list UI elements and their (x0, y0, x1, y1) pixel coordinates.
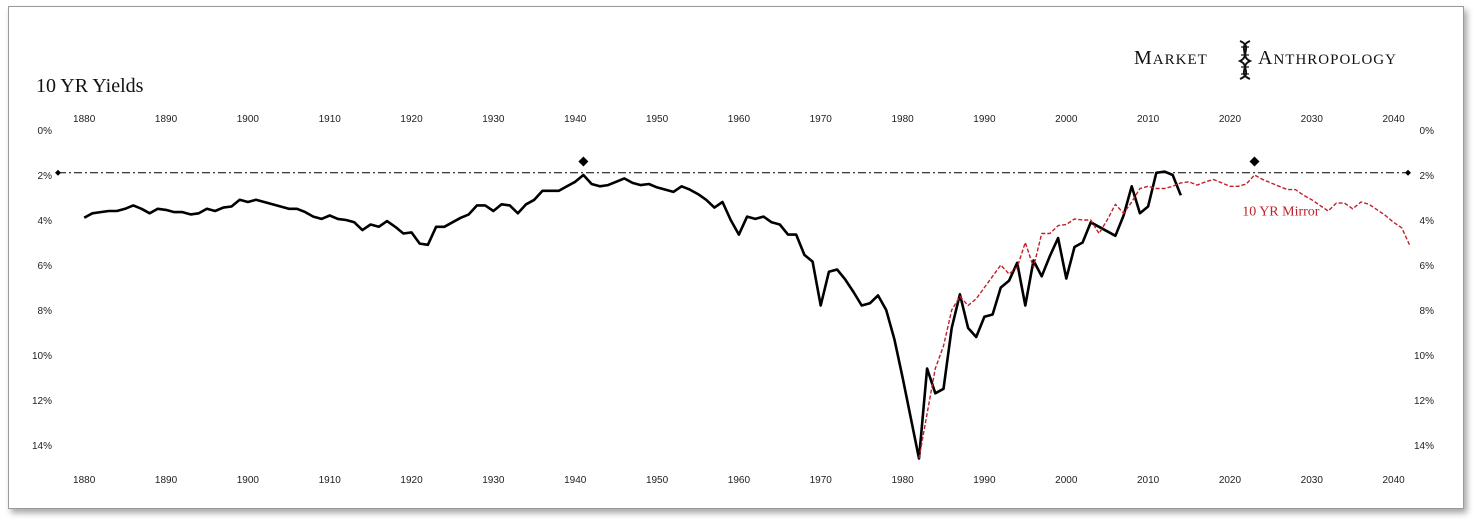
x-tick-label-top: 2000 (1055, 114, 1078, 125)
brand-logo: MARKET ANTHROPOLOGY (1134, 40, 1397, 80)
x-tick-label-bottom: 1880 (73, 475, 96, 486)
chart-title: 10 YR Yields (36, 75, 144, 97)
x-tick-label-bottom: 2030 (1301, 475, 1324, 486)
y-tick-label-right: 14% (1414, 441, 1434, 452)
y-tick-label-left: 4% (38, 216, 53, 227)
x-tick-label-top: 1920 (400, 114, 423, 125)
x-tick-label-top: 1910 (319, 114, 342, 125)
axes: 1880 1880 1890 1890 1900 1900 1910 1910 1920 1920… (32, 114, 1434, 486)
y-tick-label-left: 6% (38, 261, 53, 272)
y-tick-label-right: 10% (1414, 351, 1434, 362)
x-tick-label-top: 2040 (1383, 114, 1406, 125)
x-tick-label-bottom: 1970 (810, 475, 833, 486)
x-tick-label-top: 2020 (1219, 114, 1242, 125)
svg-text:MARKET: MARKET (1134, 47, 1208, 69)
x-tick-label-bottom: 1920 (400, 475, 423, 486)
y-tick-label-right: 2% (1420, 171, 1435, 182)
reference-line-end-left (55, 169, 61, 176)
x-tick-label-bottom: 1900 (237, 475, 260, 486)
y-tick-label-left: 2% (38, 171, 53, 182)
y-tick-label-left: 10% (32, 351, 52, 362)
x-tick-label-top: 1930 (482, 114, 505, 125)
diamond-marker (578, 156, 589, 167)
chart-frame (8, 6, 1464, 509)
x-tick-label-top: 1880 (73, 114, 96, 125)
x-tick-label-bottom: 1960 (728, 475, 751, 486)
x-tick-label-top: 1900 (237, 114, 260, 125)
x-tick-label-bottom: 1950 (646, 475, 669, 486)
x-tick-label-top: 1950 (646, 114, 669, 125)
y-tick-label-right: 4% (1420, 216, 1435, 227)
x-tick-label-bottom: 1990 (973, 475, 996, 486)
x-tick-label-top: 2030 (1301, 114, 1324, 125)
x-tick-label-top: 1960 (728, 114, 751, 125)
x-tick-label-bottom: 1890 (155, 475, 178, 486)
y-tick-label-left: 14% (32, 441, 52, 452)
reference-line-end-right (1405, 169, 1411, 176)
y-tick-label-right: 12% (1414, 396, 1434, 407)
y-tick-label-left: 0% (38, 126, 53, 137)
x-tick-label-bottom: 1930 (482, 475, 505, 486)
series-line-10yr-yields (83, 170, 1183, 460)
markers (578, 156, 1260, 167)
x-tick-label-top: 1990 (973, 114, 996, 125)
x-tick-label-bottom: 1910 (319, 475, 342, 486)
diamond-marker (1249, 156, 1260, 167)
x-tick-label-top: 1970 (810, 114, 833, 125)
y-tick-label-left: 12% (32, 396, 52, 407)
series-lines (83, 170, 1411, 460)
x-tick-label-bottom: 2040 (1383, 475, 1406, 486)
x-tick-label-top: 1940 (564, 114, 587, 125)
reference-line-group (55, 169, 1411, 176)
brand-word-market: MARKET (1134, 47, 1208, 69)
x-tick-label-bottom: 2020 (1219, 475, 1242, 486)
x-tick-label-bottom: 1940 (564, 475, 587, 486)
dna-helix-icon (1237, 40, 1253, 80)
x-tick-label-top: 1890 (155, 114, 178, 125)
series-line-10yr-mirror (918, 174, 1411, 459)
y-tick-label-right: 6% (1420, 261, 1435, 272)
y-tick-label-right: 0% (1420, 126, 1435, 137)
x-tick-label-bottom: 2000 (1055, 475, 1078, 486)
brand-word-anthropology: ANTHROPOLOGY (1258, 47, 1397, 69)
x-tick-label-bottom: 2010 (1137, 475, 1160, 486)
svg-text:ANTHROPOLOGY: ANTHROPOLOGY (1258, 47, 1397, 69)
x-tick-label-bottom: 1980 (891, 475, 914, 486)
x-tick-label-top: 1980 (891, 114, 914, 125)
annotation-10yr-mirror: 10 YR Mirror (1242, 205, 1320, 220)
x-tick-label-top: 2010 (1137, 114, 1160, 125)
y-tick-label-left: 8% (38, 306, 53, 317)
y-tick-label-right: 8% (1420, 306, 1435, 317)
